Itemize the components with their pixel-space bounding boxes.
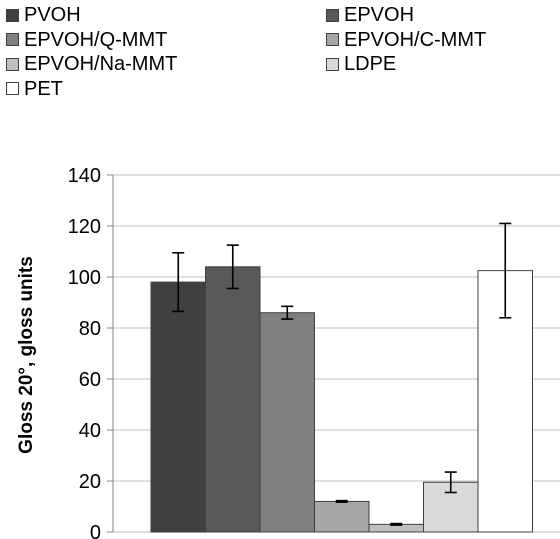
y-tick-label: 120 [68, 216, 101, 238]
y-tick-label: 100 [68, 267, 101, 289]
chart-legend: PVOH EPVOH EPVOH/Q-MMT EPVOH/C-MMT EPVOH/Na-… [0, 0, 560, 110]
legend-label: EPVOH [344, 4, 415, 26]
y-tick-label: 140 [68, 165, 101, 187]
error-bar [281, 305, 294, 320]
y-axis: 0 20 40 60 80 100 120 140 [68, 165, 114, 539]
y-tick-label: 80 [79, 318, 101, 340]
bar [314, 500, 370, 533]
legend-label: EPVOH/C-MMT [344, 28, 487, 51]
legend-item: EPVOH/Na-MMT [6, 52, 177, 76]
legend-item: EPVOH/Q-MMT [6, 28, 167, 52]
error-bar [226, 244, 239, 290]
bars [150, 266, 533, 533]
legend-label: EPVOH/Q-MMT [24, 28, 168, 51]
legend-label: EPVOH/Na-MMT [24, 53, 178, 75]
legend-item: PVOH [6, 3, 81, 27]
legend-swatch [6, 8, 19, 22]
legend-label: PVOH [24, 4, 81, 26]
bar [150, 281, 206, 533]
y-axis-label: Gloss 20°, gloss units [16, 256, 37, 454]
legend-swatch [6, 33, 19, 46]
bar [205, 266, 261, 533]
y-tick-label: 0 [90, 522, 101, 539]
error-bar [390, 522, 403, 526]
legend-swatch [6, 82, 19, 95]
legend-item: EPVOH [326, 3, 414, 27]
legend-item: EPVOH/C-MMT [326, 28, 486, 52]
y-tick-label: 20 [79, 471, 101, 493]
legend-swatch [326, 8, 339, 22]
y-tick-label: 60 [79, 369, 101, 391]
error-bar [444, 471, 457, 494]
legend-swatch [326, 33, 339, 46]
legend-label: PET [24, 77, 63, 100]
legend-swatch [326, 57, 339, 71]
bar [259, 312, 315, 533]
y-tick-label: 40 [79, 420, 101, 442]
legend-swatch [6, 57, 19, 71]
error-bars [172, 222, 512, 526]
error-bar [335, 499, 348, 503]
legend-label: LDPE [344, 53, 397, 75]
error-bar [499, 222, 512, 319]
error-bar [172, 251, 185, 313]
legend-item: PET [6, 77, 63, 101]
legend-item: LDPE [326, 52, 396, 76]
